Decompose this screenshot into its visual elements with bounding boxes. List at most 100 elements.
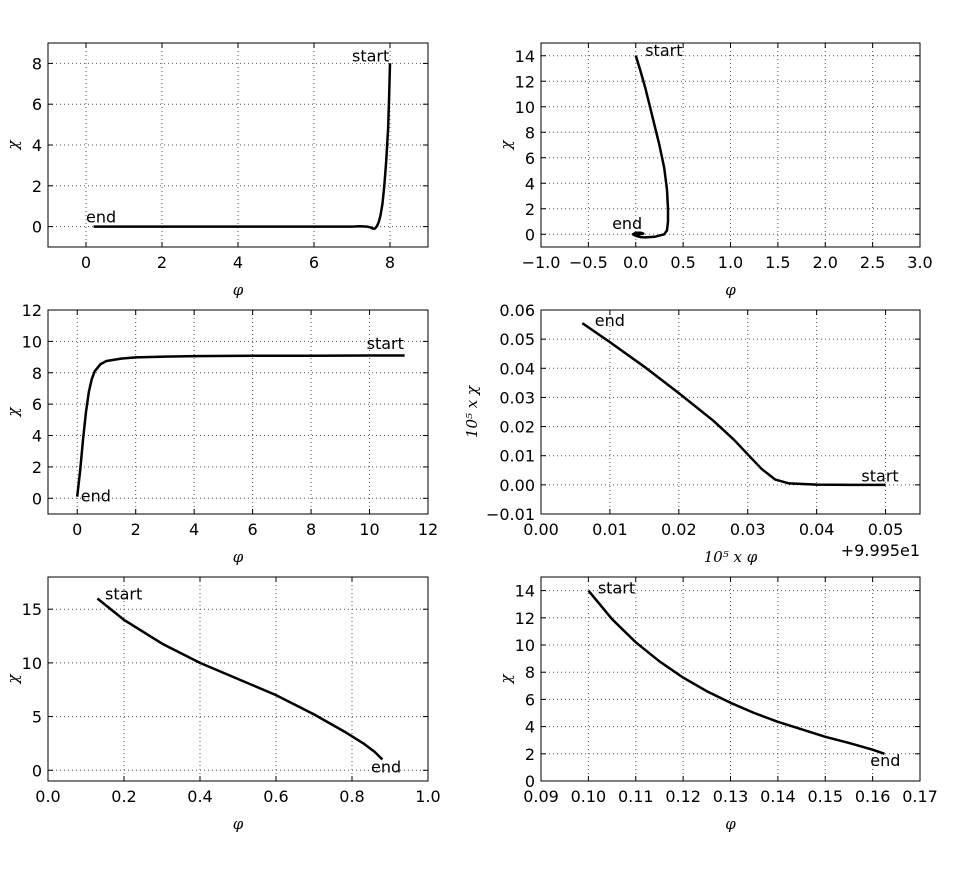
trajectory-line	[631, 55, 670, 239]
y-tick-label: 0	[525, 772, 535, 791]
annotation-start: start	[352, 46, 389, 65]
y-tick-label: 4	[32, 136, 42, 155]
x-tick-label: 0.5	[670, 253, 695, 272]
trajectory-line	[581, 322, 886, 487]
y-tick-label: 8	[525, 663, 535, 682]
x-tick-label: 0.09	[523, 787, 559, 806]
subplot-middle-right: 0.00 0.01 0.02 0.03 0.04 0.05−0.010.000.010.0…	[463, 301, 921, 566]
y-tick-label: 8	[32, 364, 42, 383]
axes-frame	[540, 576, 921, 782]
axes-frame	[540, 309, 921, 515]
subplot-bottom-left: 0.0 0.2 0.4 0.6 0.8 1.0 0 5 10 15 φ χ start end	[4, 576, 441, 833]
x-tick-label: 0.02	[661, 520, 697, 539]
annotation-start: start	[645, 41, 682, 60]
trajectory-line	[96, 597, 384, 761]
annotation-start: start	[367, 334, 404, 353]
y-axis-label: χ	[4, 407, 22, 418]
x-tick-label: 4	[233, 253, 243, 272]
x-axis-label: φ	[725, 815, 736, 833]
trajectory-line	[93, 63, 392, 230]
x-tick-label: 0.17	[902, 787, 938, 806]
x-tick-label: 10	[359, 520, 379, 539]
y-tick-label: 6	[525, 149, 535, 168]
x-tick-label: 12	[418, 520, 438, 539]
subplot-top-left: 0 2 4 6 8 0 2 4 6 8 φ χ start end	[4, 42, 429, 299]
x-tick-label: 0.14	[760, 787, 796, 806]
y-tick-label: 4	[32, 427, 42, 446]
x-tick-label: 0.8	[339, 787, 364, 806]
x-tick-label: 0	[81, 253, 91, 272]
axes-frame	[540, 42, 921, 248]
x-tick-label: 1.0	[415, 787, 440, 806]
x-tick-label: 8	[385, 253, 395, 272]
y-axis-label: χ	[497, 140, 515, 151]
x-tick-label: 0.0	[623, 253, 648, 272]
x-tick-label: 2	[131, 520, 141, 539]
y-tick-label: 0	[32, 761, 42, 780]
subplot-bottom-right: 0.09 0.10 0.11 0.12 0.13 0.14 0.15 0.16 0.17 0 2 4 6…	[497, 576, 938, 833]
x-tick-label: 3.0	[907, 253, 932, 272]
y-tick-label: 5	[32, 708, 42, 727]
x-tick-label: 4	[189, 520, 199, 539]
annotation-start: start	[861, 466, 898, 485]
y-tick-label: 0.02	[499, 418, 535, 437]
y-tick-label: 8	[525, 123, 535, 142]
y-tick-label: 0.00	[499, 476, 535, 495]
annotation-start: start	[598, 578, 635, 597]
y-tick-label: 0.06	[499, 301, 535, 320]
y-tick-label: 0.03	[499, 388, 535, 407]
y-tick-label: 0.05	[499, 330, 535, 349]
annotation-end: end	[371, 757, 401, 776]
trajectory-line	[75, 354, 405, 497]
y-tick-label: 10	[22, 654, 42, 673]
x-tick-label: 1.0	[718, 253, 743, 272]
x-tick-label: 0.4	[187, 787, 212, 806]
y-tick-label: 6	[525, 690, 535, 709]
x-axis-label: φ	[233, 548, 244, 566]
y-tick-label: 8	[32, 54, 42, 73]
y-tick-label: 0	[32, 218, 42, 237]
y-tick-label: 15	[22, 600, 42, 619]
y-tick-label: 0	[32, 489, 42, 508]
y-tick-label: 4	[525, 174, 535, 193]
x-tick-label: 0	[72, 520, 82, 539]
y-tick-label: 10	[515, 98, 535, 117]
x-tick-label: 0.12	[665, 787, 701, 806]
y-tick-label: 0.01	[499, 447, 535, 466]
axes-frame	[47, 309, 429, 515]
x-tick-label: −0.5	[569, 253, 608, 272]
annotation-start: start	[105, 585, 142, 604]
y-tick-label: −0.01	[486, 505, 535, 524]
x-tick-label: 0.2	[111, 787, 136, 806]
x-tick-label: 0.00	[523, 520, 559, 539]
x-tick-label: 0.03	[730, 520, 766, 539]
annotation-end: end	[81, 486, 111, 505]
x-tick-label: 2.5	[860, 253, 885, 272]
x-tick-label: 6	[309, 253, 319, 272]
x-axis-label: φ	[233, 815, 244, 833]
annotation-end: end	[86, 208, 116, 227]
y-tick-label: 2	[32, 458, 42, 477]
x-axis-label: 10⁵ x φ	[704, 548, 758, 566]
x-tick-label: 0.15	[807, 787, 843, 806]
x-tick-label: −1.0	[522, 253, 561, 272]
x-offset-label: +9.995e1	[841, 541, 920, 560]
y-axis-label: χ	[4, 140, 22, 151]
y-tick-label: 12	[515, 609, 535, 628]
trajectory-line	[587, 589, 885, 755]
x-tick-label: 1.5	[765, 253, 790, 272]
y-tick-label: 14	[515, 47, 535, 66]
x-tick-label: 0.11	[618, 787, 654, 806]
x-axis-label: φ	[725, 281, 736, 299]
x-tick-label: 0.05	[868, 520, 904, 539]
y-tick-label: 0.04	[499, 359, 535, 378]
y-tick-label: 6	[32, 395, 42, 414]
y-axis-label: 10⁵ x χ	[463, 385, 481, 438]
y-tick-label: 10	[515, 636, 535, 655]
x-tick-label: 8	[306, 520, 316, 539]
x-tick-label: 0.13	[713, 787, 749, 806]
x-tick-label: 0.16	[855, 787, 891, 806]
x-tick-label: 6	[248, 520, 258, 539]
annotation-end: end	[870, 751, 900, 770]
